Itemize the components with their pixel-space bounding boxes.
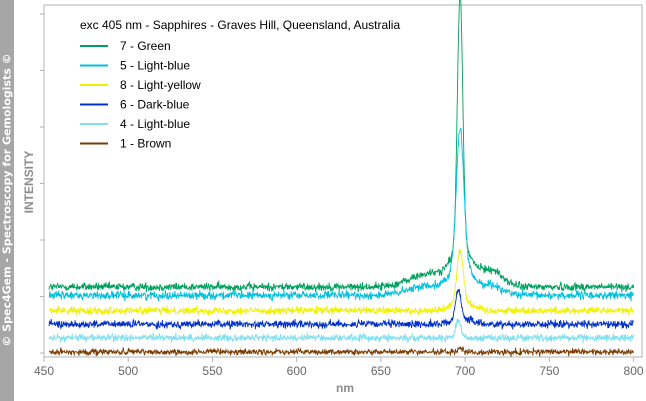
plot-area bbox=[43, 4, 643, 358]
x-tick-label-550: 550 bbox=[202, 364, 222, 378]
series-line-4 bbox=[48, 288, 635, 331]
legend-label-2: 5 - Light-blue bbox=[120, 59, 190, 73]
chart-title: exc 405 nm - Sapphires - Graves Hill, Qu… bbox=[80, 18, 400, 32]
legend-label-6: 1 - Brown bbox=[120, 137, 171, 151]
spectrum-traces bbox=[48, 0, 635, 357]
x-tick-label-650: 650 bbox=[371, 364, 391, 378]
series-line-6 bbox=[48, 345, 634, 357]
watermark-strip: © Spec4Gem - Spectroscopy for Gemologist… bbox=[0, 0, 14, 401]
series-line-2 bbox=[48, 127, 635, 302]
x-tick-label-750: 750 bbox=[539, 364, 559, 378]
series-line-5 bbox=[49, 318, 635, 344]
series-line-1 bbox=[48, 0, 635, 294]
x-axis-ticks: 450 500 550 600 650 700 750 800 bbox=[34, 357, 644, 378]
legend-label-4: 6 - Dark-blue bbox=[120, 98, 190, 112]
x-tick-label-800: 800 bbox=[624, 364, 644, 378]
legend-label-3: 8 - Light-yellow bbox=[120, 78, 201, 92]
x-axis-title: nm bbox=[336, 381, 354, 395]
x-tick-label-600: 600 bbox=[287, 364, 307, 378]
series-line-3 bbox=[49, 249, 634, 317]
legend-label-5: 4 - Light-blue bbox=[120, 117, 190, 131]
x-tick-label-500: 500 bbox=[118, 364, 138, 378]
x-tick-label-700: 700 bbox=[455, 364, 475, 378]
legend-label-1: 7 - Green bbox=[120, 39, 171, 53]
legend: 7 - Green 5 - Light-blue 8 - Light-yellow 6… bbox=[80, 39, 201, 151]
y-axis-ticks bbox=[40, 13, 44, 354]
y-axis-title: INTENSITY bbox=[22, 151, 36, 214]
x-tick-label-450: 450 bbox=[34, 364, 54, 378]
